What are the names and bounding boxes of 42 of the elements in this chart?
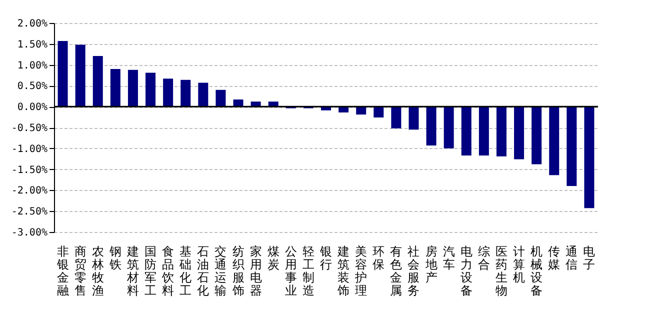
x-tick-label: 建筑材料 <box>126 244 139 298</box>
x-tick-label: 基础化工 <box>178 244 192 298</box>
x-tick-label: 社会服务 <box>408 244 420 298</box>
x-tick-label: 食品饮料 <box>161 244 174 298</box>
y-tick-label: 0.00% <box>17 102 48 114</box>
x-tick-label: 农林牧渔 <box>90 244 104 298</box>
x-tick-label: 传媒 <box>548 244 560 272</box>
y-tick-label: 2.00% <box>17 18 48 30</box>
x-tick-label: 环保 <box>372 244 385 272</box>
x-tick-label: 美容护理 <box>354 244 368 298</box>
x-tick-label: 石油石化 <box>197 244 210 298</box>
x-tick-label: 公用事业 <box>284 244 297 298</box>
x-tick-label: 国防军工 <box>144 244 157 298</box>
x-tick-label: 医药生物 <box>495 244 508 298</box>
x-tick-label: 房地产 <box>424 244 438 284</box>
x-tick-label: 交通运输 <box>214 244 227 298</box>
y-tick-label: 1.50% <box>17 39 48 50</box>
x-tick-label: 家用电器 <box>250 244 262 298</box>
y-tick-label: -2.50% <box>11 206 48 218</box>
x-tick-label: 有色金属 <box>390 244 402 298</box>
y-tick-label: 0.50% <box>17 81 48 92</box>
x-tick-label: 计算机 <box>513 244 526 284</box>
x-tick-label: 电力设备 <box>460 244 472 298</box>
x-tick-label: 建筑装饰 <box>336 244 350 298</box>
x-tick-label: 轻工制造 <box>302 244 314 298</box>
y-tick-label: 1.00% <box>17 60 48 72</box>
x-tick-label: 通信 <box>566 244 578 272</box>
x-tick-label: 纺织服饰 <box>231 244 244 298</box>
x-tick-label: 煤炭 <box>267 244 280 272</box>
y-tick-label: -3.00% <box>11 228 48 238</box>
x-tick-label: 综合 <box>478 244 490 272</box>
x-tick-label: 机械设备 <box>530 244 543 298</box>
x-tick-label: 汽车 <box>442 244 455 272</box>
x-tick-label: 非银金融 <box>56 244 69 298</box>
x-tick-label: 商贸零售 <box>74 244 86 298</box>
y-tick-label: -1.00% <box>11 144 48 155</box>
y-tick-label: -2.00% <box>11 186 48 197</box>
y-tick-label: -0.50% <box>11 123 48 134</box>
y-tick-label: -1.50% <box>11 164 48 176</box>
x-tick-label: 钢铁 <box>108 244 122 272</box>
x-tick-label: 银行 <box>319 244 332 272</box>
x-tick-label: 电子 <box>583 244 596 272</box>
